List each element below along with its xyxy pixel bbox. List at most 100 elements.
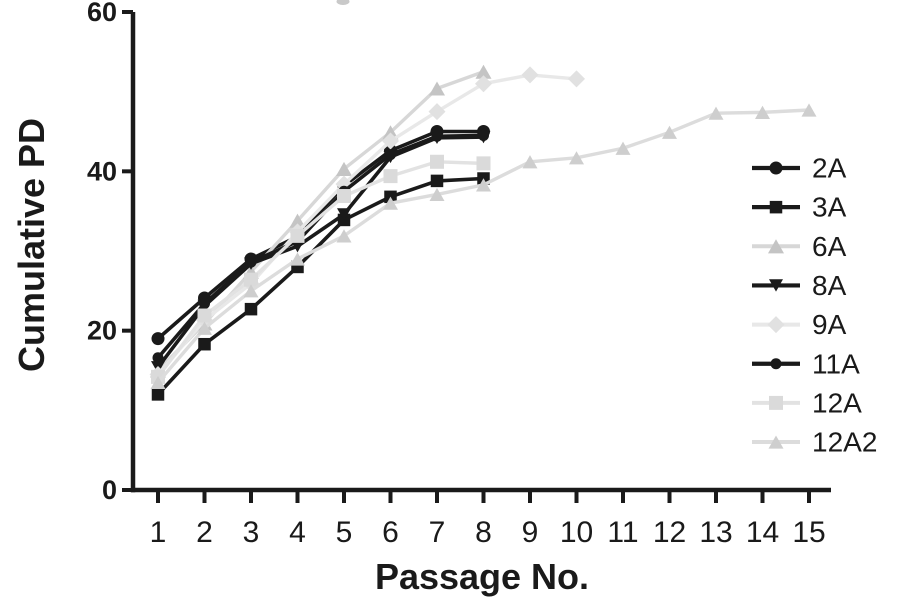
series-line-12A [156, 160, 486, 379]
data-point-12A [476, 156, 491, 171]
data-point-12A [244, 272, 258, 287]
legend-item-2A: 2A [752, 153, 847, 184]
legend-label-12A2: 12A2 [812, 427, 877, 458]
data-point-3A [244, 302, 258, 316]
data-point-12A2 [429, 187, 445, 202]
data-point-12A2 [662, 125, 677, 139]
data-point-6A [475, 64, 492, 79]
legend-marker-11A [770, 358, 782, 370]
data-point-6A [289, 213, 306, 228]
data-point-12A2 [755, 105, 770, 119]
data-point-12A [290, 228, 305, 243]
data-point-12A2 [243, 284, 259, 298]
legend-label-6A: 6A [812, 231, 847, 262]
x-tick-label: 1 [150, 516, 167, 549]
x-tick-label: 3 [243, 516, 260, 549]
series-12A2 [150, 103, 817, 390]
legend-label-9A: 9A [812, 309, 847, 340]
x-tick-label: 12 [653, 516, 686, 549]
data-point-11A [245, 256, 257, 268]
series-line-12A2 [156, 108, 811, 385]
x-tick-label: 11 [607, 516, 638, 549]
data-point-11A [199, 298, 210, 310]
data-point-11A [431, 130, 443, 142]
series-3A [151, 172, 490, 401]
legend-label-3A: 3A [812, 192, 847, 223]
legend-marker-2A [769, 161, 783, 175]
data-point-6A [382, 125, 399, 140]
data-point-12A2 [197, 321, 212, 335]
x-tick-label: 10 [560, 516, 593, 549]
legend-marker-3A [769, 200, 783, 214]
cropped-curve-fragment [336, 0, 350, 5]
legend-label-8A: 8A [812, 270, 847, 301]
legend-item-12A: 12A [752, 387, 862, 418]
data-point-12A2 [569, 151, 584, 165]
series-line-9A [156, 73, 579, 377]
legend-marker-8A [769, 279, 783, 292]
data-point-8A [337, 208, 351, 221]
legend-item-3A: 3A [752, 192, 847, 223]
legend-marker-12A [769, 395, 783, 410]
legend-label-11A: 11A [812, 348, 860, 379]
data-point-9A [428, 103, 446, 121]
data-point-12A2 [150, 375, 166, 390]
data-point-12A [337, 189, 351, 204]
x-tick-label: 9 [522, 516, 539, 549]
data-point-12A [383, 169, 398, 184]
legend-marker-12A2 [768, 435, 784, 449]
data-point-12A [197, 308, 212, 323]
data-point-11A [385, 149, 396, 161]
legend-item-8A: 8A [752, 270, 847, 301]
data-point-11A [152, 352, 164, 364]
y-tick-label: 0 [102, 475, 117, 505]
data-point-12A [430, 154, 444, 169]
y-tick-label: 60 [87, 0, 117, 27]
data-point-12A2 [383, 196, 398, 210]
legend-marker-6A [768, 239, 784, 254]
data-point-12A2 [708, 106, 724, 120]
data-point-3A [430, 174, 444, 188]
series-12A [151, 154, 491, 384]
legend-item-6A: 6A [752, 231, 847, 262]
x-tick-label: 6 [382, 516, 399, 549]
x-tick-label: 4 [289, 516, 306, 549]
x-tick-label: 8 [475, 516, 492, 549]
x-tick-label: 2 [196, 516, 213, 549]
x-tick-label: 5 [336, 516, 353, 549]
x-tick-label: 13 [699, 516, 732, 549]
data-point-9A [521, 66, 539, 84]
data-point-2A [151, 332, 165, 346]
data-point-12A2 [801, 103, 817, 117]
data-point-11A [478, 129, 489, 141]
data-point-3A [198, 337, 211, 351]
series-line-2A [156, 129, 486, 341]
y-axis-title: Cumulative PD [11, 117, 52, 373]
legend-marker-9A [767, 316, 785, 334]
data-point-12A2 [476, 178, 491, 192]
legend-label-12A: 12A [812, 387, 862, 418]
legend-item-9A: 9A [752, 309, 847, 340]
data-point-9A [568, 70, 585, 88]
data-point-9A [382, 132, 399, 150]
legend: 2A 3A 6A 8A 9A 11A 12A 12A2 [752, 153, 877, 458]
x-axis-title: Passage No. [374, 556, 590, 597]
data-point-12A2 [522, 155, 538, 169]
data-point-12A2 [336, 229, 352, 243]
legend-item-12A2: 12A2 [752, 427, 877, 458]
data-point-6A [336, 161, 352, 176]
data-point-12A2 [615, 141, 631, 155]
x-tick-label: 15 [792, 516, 825, 549]
legend-label-2A: 2A [812, 153, 847, 184]
legend-item-11A: 11A [752, 348, 860, 379]
data-point-3A [151, 388, 165, 401]
y-tick-label: 40 [87, 156, 117, 186]
x-tick-label: 7 [429, 516, 446, 549]
series-line-3A [156, 176, 486, 397]
data-point-12A2 [290, 252, 305, 266]
y-tick-label: 20 [87, 316, 117, 346]
data-point-6A [429, 81, 445, 96]
